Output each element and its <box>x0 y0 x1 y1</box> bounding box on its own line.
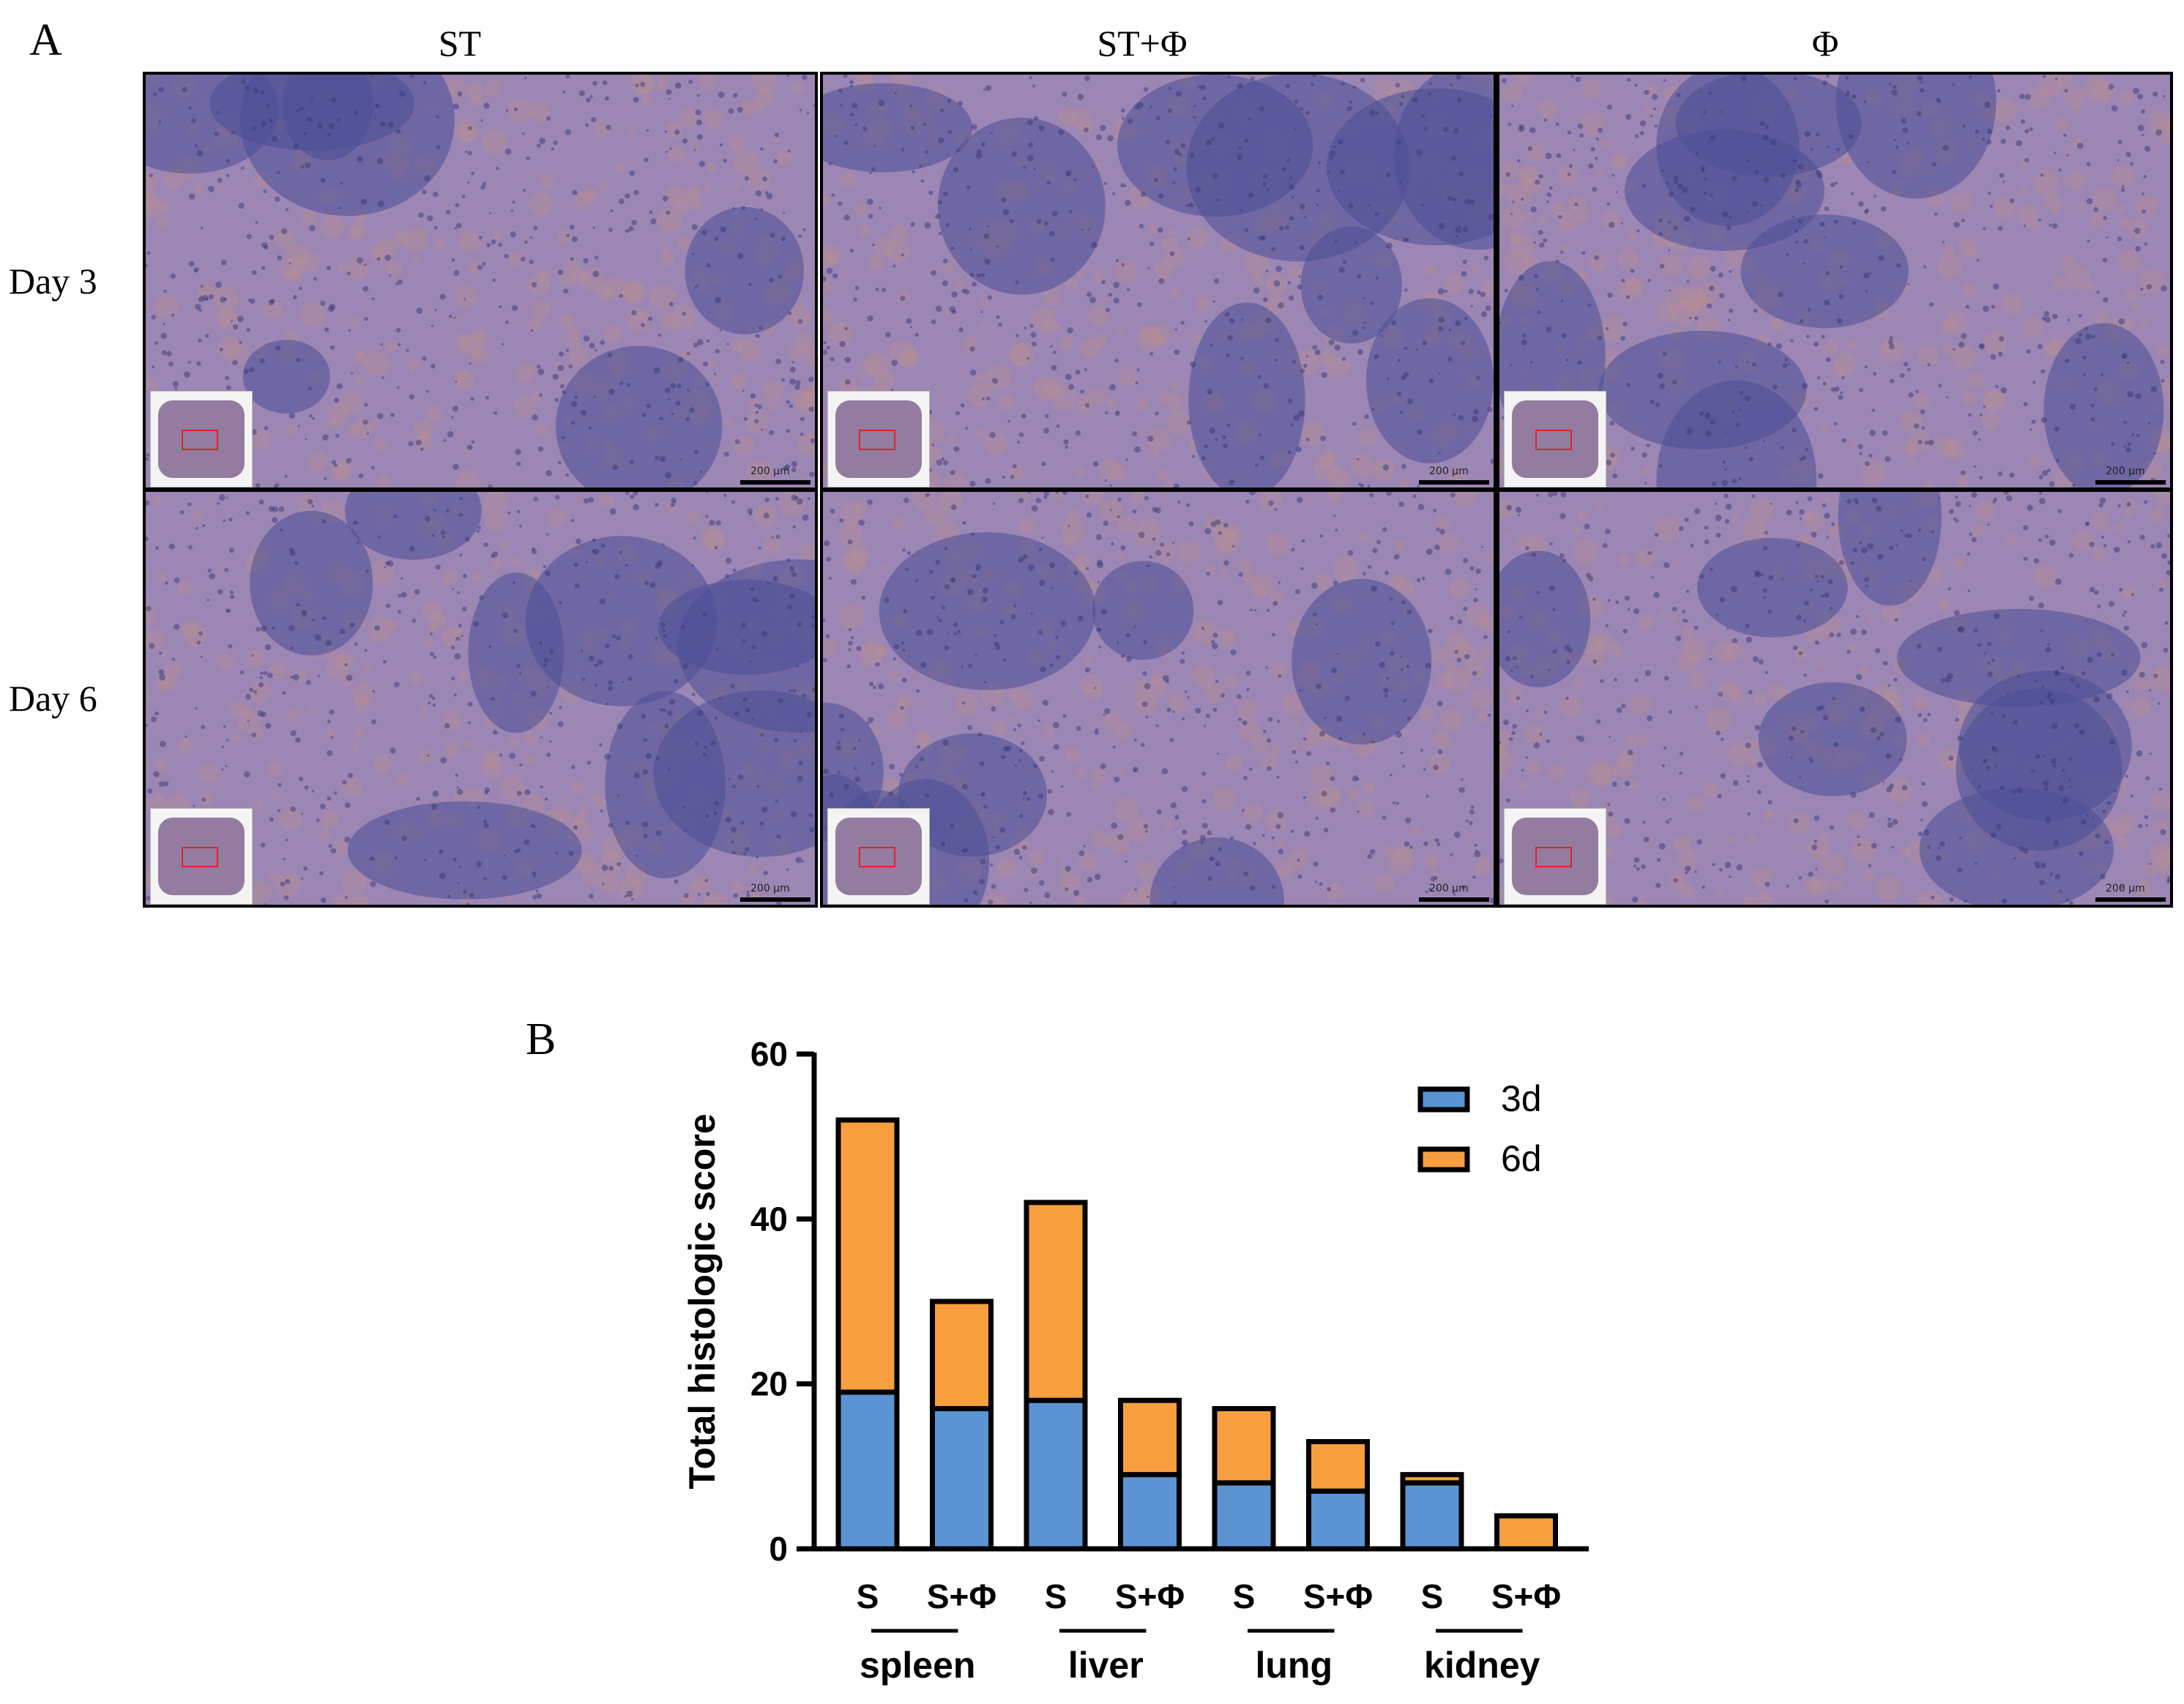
bar-segment-6d <box>835 1117 900 1395</box>
region-of-interest-box <box>182 847 218 867</box>
bar-segment-3d <box>930 1405 994 1552</box>
y-tick-label: 20 <box>750 1365 788 1403</box>
row-header: Day 3 <box>9 261 97 302</box>
tissue-texture <box>146 492 815 905</box>
scale-bar <box>2095 897 2166 902</box>
x-tick-label: S+Φ <box>1303 1577 1373 1615</box>
organ-thumbnail-inset <box>1504 808 1606 905</box>
column-header: ST+Φ <box>1097 23 1188 64</box>
bar-segment-3d <box>1306 1488 1370 1552</box>
scale-bar <box>1419 480 1489 485</box>
legend-swatch-3d <box>1417 1086 1470 1113</box>
organ-thumbnail-inset <box>150 391 253 487</box>
organ-thumbnail-inset <box>827 391 930 487</box>
organ-section <box>158 400 245 478</box>
panel-b-letter: B <box>526 1014 556 1064</box>
region-of-interest-box <box>859 847 895 867</box>
group-label: liver <box>1068 1645 1144 1686</box>
region-of-interest-box <box>182 430 218 450</box>
micrograph-tile: 200 μm <box>820 489 1497 908</box>
group-label: spleen <box>860 1645 975 1686</box>
organ-thumbnail-inset <box>827 808 930 905</box>
bar-segment-3d <box>835 1389 900 1552</box>
bar-segment-3d <box>1400 1480 1464 1552</box>
tissue-texture <box>1499 492 2170 905</box>
bar-segment-3d <box>1118 1472 1182 1552</box>
bar-segment-6d <box>1400 1472 1464 1486</box>
x-tick-label: S <box>1045 1577 1067 1615</box>
bar-segment-6d <box>1212 1405 1276 1486</box>
scale-bar-label: 200 μm <box>2106 466 2145 477</box>
bar-segment-3d <box>1212 1480 1276 1552</box>
organ-section <box>1512 400 1598 478</box>
row-header: Day 6 <box>9 678 97 719</box>
scale-bar-label: 200 μm <box>750 466 790 477</box>
bar-segment-6d <box>1118 1397 1182 1478</box>
tissue-texture <box>823 75 1494 487</box>
micrograph-tile: 200 μm <box>1497 489 2173 908</box>
panel-a-letter: A <box>29 15 62 65</box>
legend-swatch-6d <box>1417 1146 1470 1173</box>
bar-segment-6d <box>1024 1200 1088 1403</box>
scale-bar <box>2095 480 2166 485</box>
organ-thumbnail-inset <box>1504 391 1606 487</box>
column-header: ST <box>438 23 482 64</box>
micrograph-tile: 200 μm <box>1497 72 2173 490</box>
bar-segment-6d <box>1306 1439 1370 1494</box>
y-tick-label: 0 <box>769 1530 788 1568</box>
bar-segment-3d <box>1024 1397 1088 1552</box>
x-tick-label: S+Φ <box>1115 1577 1185 1615</box>
region-of-interest-box <box>1535 847 1572 867</box>
x-tick-label: S <box>857 1577 879 1615</box>
y-axis-label: Total histologic score <box>682 1113 723 1489</box>
legend-label: 3d <box>1501 1078 1542 1119</box>
organ-section <box>158 818 245 895</box>
micrograph-tile: 200 μm <box>820 72 1497 490</box>
y-tick-label: 40 <box>750 1200 788 1238</box>
organ-thumbnail-inset <box>150 808 253 905</box>
organ-section <box>1512 818 1598 895</box>
tissue-texture <box>1499 75 2170 487</box>
scale-bar <box>740 897 810 902</box>
y-tick-label: 60 <box>750 1035 788 1073</box>
x-tick-label: S <box>1421 1577 1444 1615</box>
tissue-texture <box>823 492 1494 905</box>
x-tick-label: S+Φ <box>927 1577 996 1615</box>
scale-bar-label: 200 μm <box>1429 883 1469 894</box>
scale-bar-label: 200 μm <box>750 883 790 894</box>
group-label: kidney <box>1424 1645 1540 1686</box>
column-header: Φ <box>1811 23 1839 64</box>
bar-segment-6d <box>1494 1513 1558 1552</box>
micrograph-tile: 200 μm <box>143 72 818 490</box>
x-tick-label: S <box>1233 1577 1256 1615</box>
scale-bar <box>1419 897 1489 902</box>
group-label: lung <box>1255 1645 1333 1686</box>
organ-section <box>835 400 922 478</box>
bar-segment-6d <box>930 1298 994 1411</box>
micrograph-tile: 200 μm <box>143 489 818 908</box>
region-of-interest-box <box>859 430 895 450</box>
x-tick-label: S+Φ <box>1491 1577 1561 1615</box>
organ-section <box>835 818 922 895</box>
scale-bar-label: 200 μm <box>2106 883 2145 894</box>
scale-bar <box>740 480 810 485</box>
legend-label: 6d <box>1501 1138 1542 1179</box>
scale-bar-label: 200 μm <box>1429 466 1469 477</box>
region-of-interest-box <box>1535 430 1572 450</box>
